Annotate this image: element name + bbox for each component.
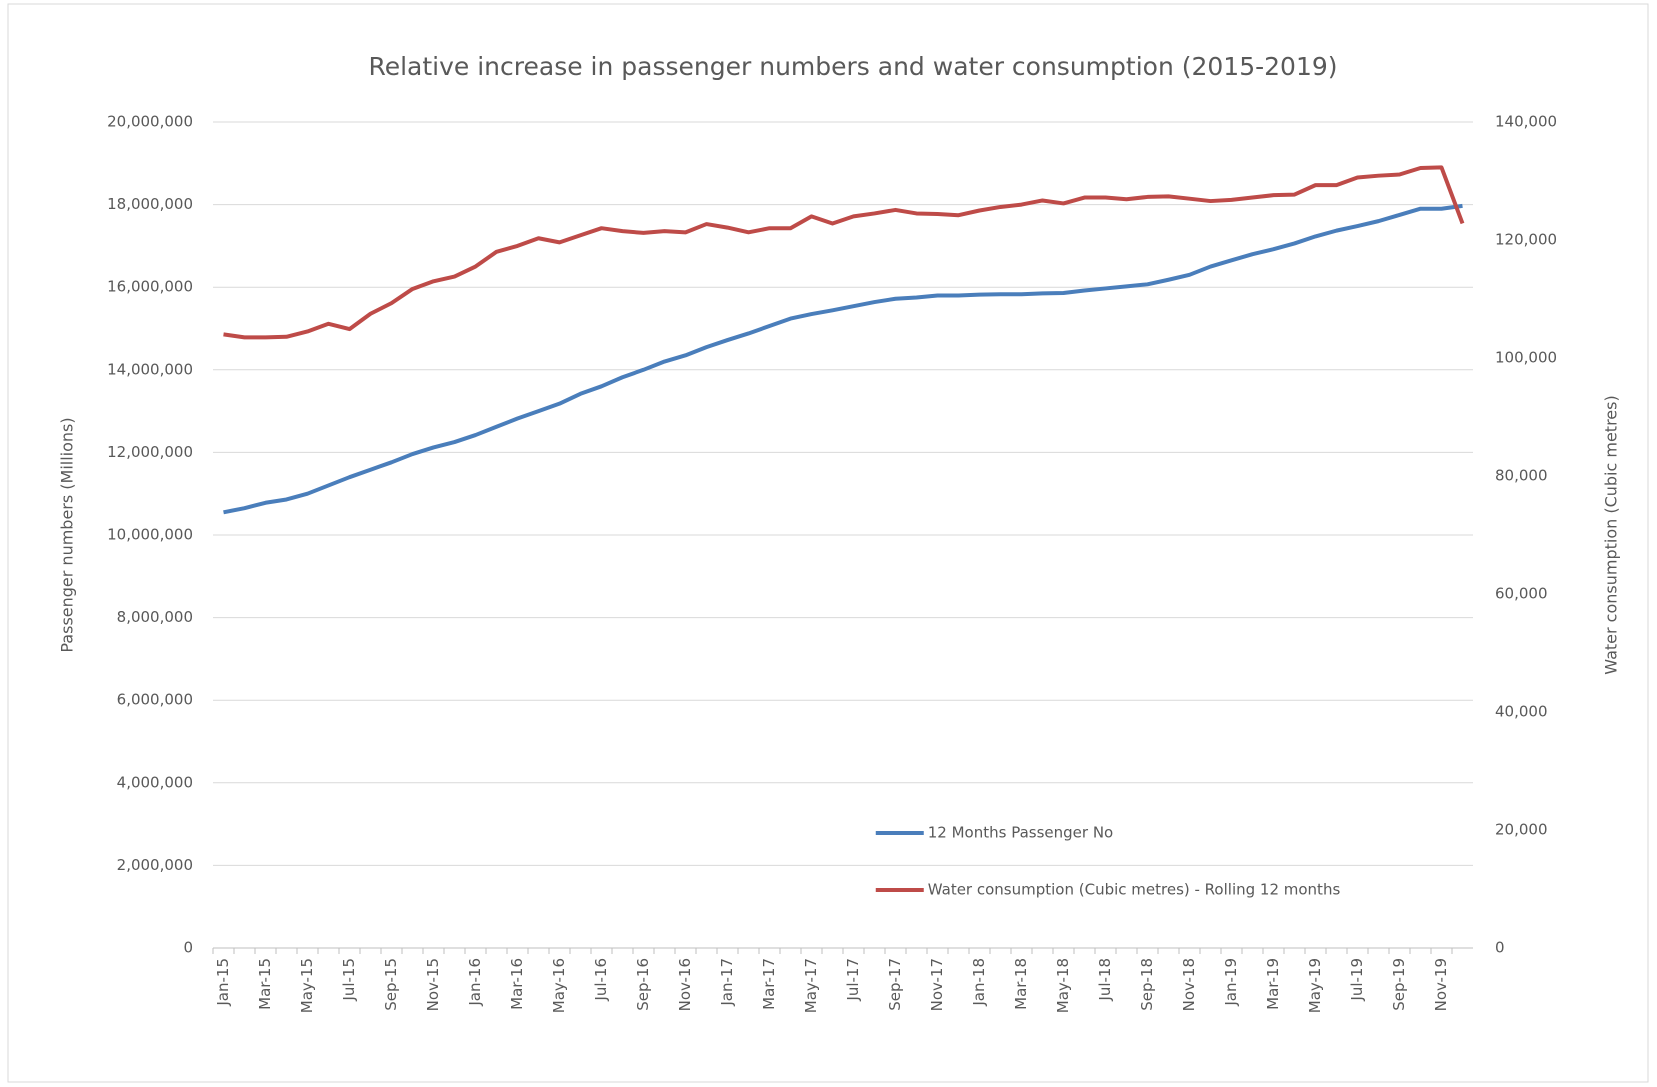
y-tick-label: 2,000,000 [117,856,193,874]
chart-title: Relative increase in passenger numbers a… [368,52,1337,81]
y2-tick-label: 100,000 [1495,349,1557,367]
y2-tick-label: 60,000 [1495,585,1548,603]
x-tick-label: Jan-17 [718,958,736,1007]
x-tick-label: Jan-18 [970,958,988,1007]
y-tick-label: 18,000,000 [107,195,193,213]
y2-tick-label: 80,000 [1495,467,1548,485]
x-tick-label: Jan-19 [1222,958,1240,1007]
y-tick-label: 4,000,000 [117,773,193,791]
x-tick-label: Sep-17 [886,958,904,1011]
x-tick-label: Jul-19 [1348,958,1366,1002]
x-tick-label: Sep-18 [1138,958,1156,1011]
y-tick-label: 14,000,000 [107,360,193,378]
series-line [223,165,1465,340]
x-tick-label: Mar-17 [760,958,778,1010]
x-tick-label: Jan-15 [214,958,232,1007]
x-tick-label: Nov-15 [424,958,442,1011]
x-tick-label: Jul-16 [592,958,610,1002]
x-tick-label: Sep-19 [1390,958,1408,1011]
y-tick-label: 6,000,000 [117,691,193,709]
legend-label: Water consumption (Cubic metres) - Rolli… [928,881,1341,899]
y2-tick-label: 120,000 [1495,231,1557,249]
y2-tick-label: 20,000 [1495,821,1548,839]
x-tick-label: Jul-17 [844,958,862,1002]
x-tick-label: May-18 [1054,958,1072,1013]
y-tick-label: 0 [183,939,193,957]
x-tick-label: Mar-18 [1012,958,1030,1010]
x-tick-label: Mar-16 [508,958,526,1010]
y-tick-label: 16,000,000 [107,278,193,296]
y2-tick-label: 0 [1495,939,1505,957]
x-tick-label: Jul-18 [1096,958,1114,1002]
x-tick-label: Jul-15 [340,958,358,1002]
x-tick-label: Nov-18 [1180,958,1198,1011]
y2-tick-label: 140,000 [1495,113,1557,131]
x-tick-label: Nov-16 [676,958,694,1011]
x-tick-label: May-17 [802,958,820,1013]
x-tick-label: Nov-17 [928,958,946,1011]
y2-axis-label: Water consumption (Cubic metres) [1602,395,1621,674]
y-tick-label: 10,000,000 [107,526,193,544]
x-tick-label: Mar-19 [1264,958,1282,1010]
x-tick-label: Mar-15 [256,958,274,1010]
x-tick-label: May-15 [298,958,316,1013]
y-tick-label: 20,000,000 [107,113,193,131]
x-tick-label: Sep-15 [382,958,400,1011]
x-tick-label: May-19 [1306,958,1324,1013]
series-line [223,203,1463,515]
y-axis-label: Passenger numbers (Millions) [58,417,77,652]
x-tick-label: Sep-16 [634,958,652,1011]
y-tick-label: 8,000,000 [117,608,193,626]
y-tick-label: 12,000,000 [107,443,193,461]
legend-label: 12 Months Passenger No [928,824,1113,842]
x-tick-label: May-16 [550,958,568,1013]
y2-tick-label: 40,000 [1495,703,1548,721]
x-tick-label: Nov-19 [1432,958,1450,1011]
x-tick-label: Jan-16 [466,958,484,1007]
chart-border [7,3,1649,1083]
